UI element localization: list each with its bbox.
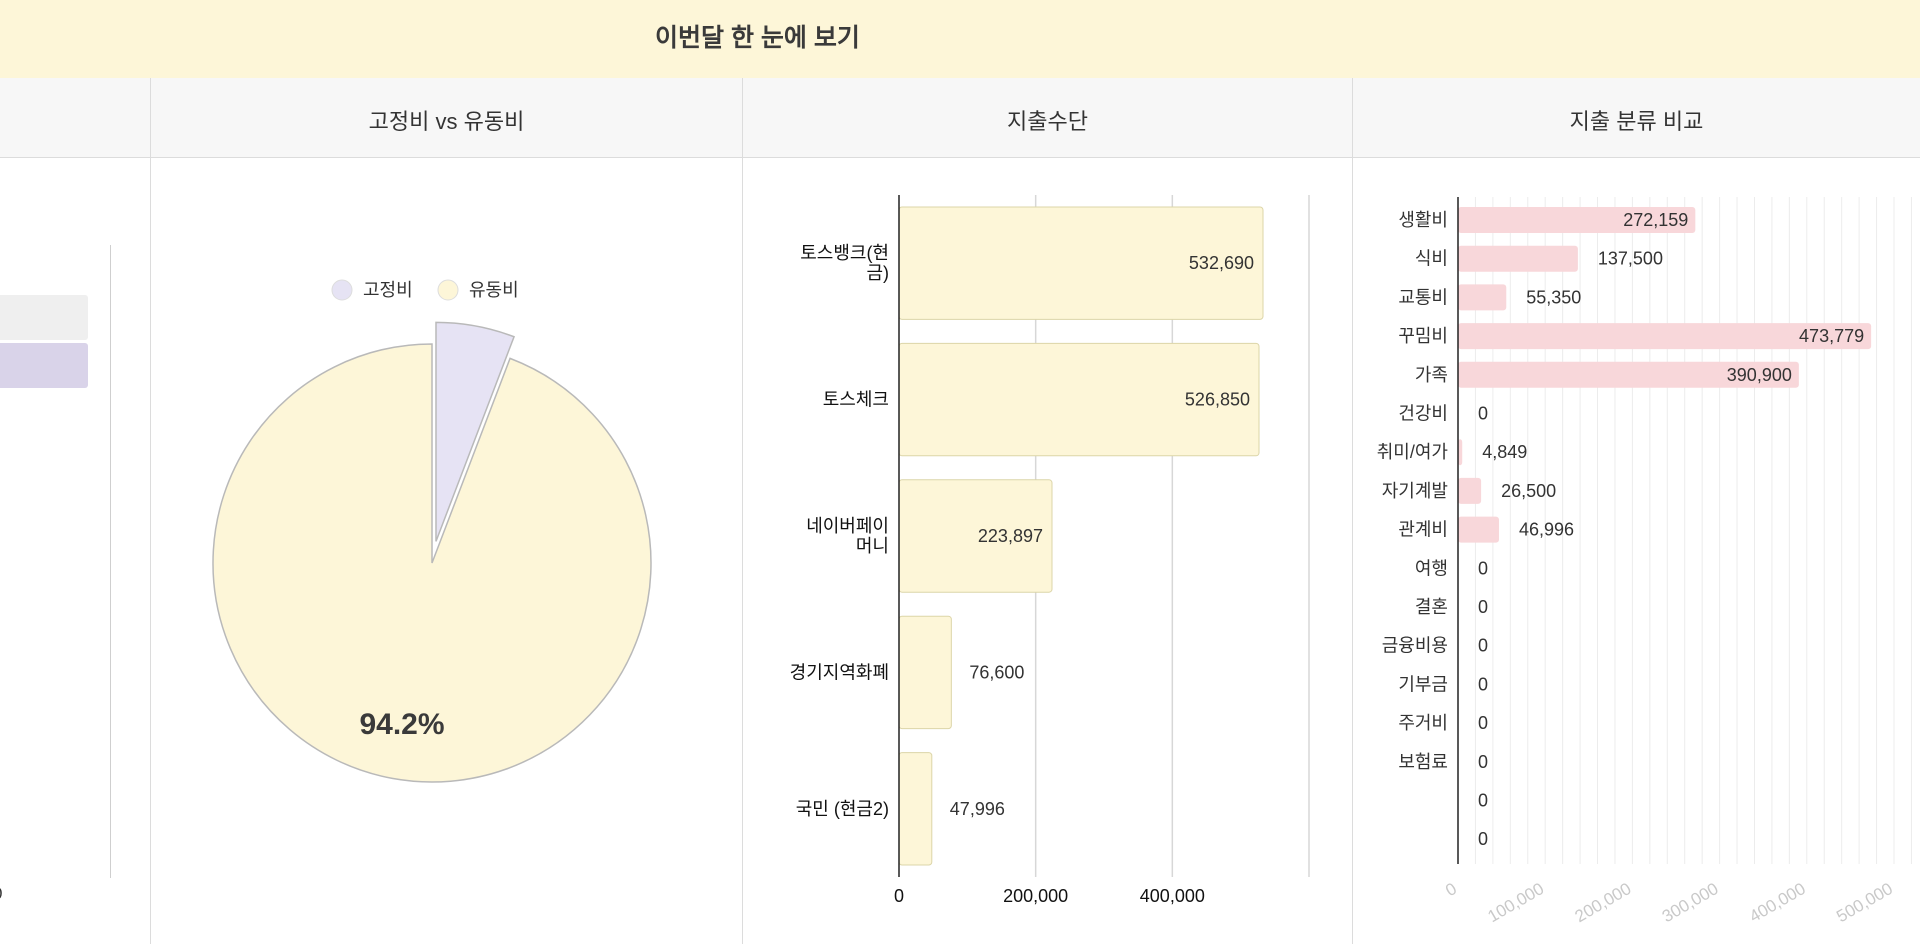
bar-value-label: 0 bbox=[1478, 636, 1488, 656]
bar-value-label: 0 bbox=[1478, 674, 1488, 694]
category-label: 토스뱅크(현 bbox=[800, 243, 889, 263]
bar bbox=[1458, 439, 1463, 466]
x-tick-label: 500,000 bbox=[1833, 879, 1896, 926]
bar-value-label: 223,897 bbox=[978, 526, 1043, 546]
column-divider bbox=[742, 78, 743, 944]
category-label: 교통비 bbox=[1398, 287, 1448, 307]
bar-value-label: 272,159 bbox=[1623, 210, 1688, 230]
bar-value-label: 47,996 bbox=[950, 799, 1005, 819]
legend-label: 유동비 bbox=[469, 280, 519, 300]
pie-data-label: 94.2% bbox=[359, 708, 444, 741]
category-label: 금) bbox=[866, 263, 889, 283]
bar-value-label: 0 bbox=[1478, 404, 1488, 424]
bar-value-label: 532,690 bbox=[1189, 253, 1254, 273]
bar-value-label: 0 bbox=[1478, 713, 1488, 733]
bar-value-label: 4,849 bbox=[1482, 442, 1527, 462]
bar bbox=[1458, 516, 1499, 543]
panel-title-fixed-vs-variable: 고정비 vs 유동비 bbox=[368, 109, 525, 134]
page-title: 이번달 한 눈에 보기 bbox=[655, 24, 860, 52]
category-label: 꾸밈비 bbox=[1398, 326, 1448, 346]
bar-value-label: 76,600 bbox=[969, 662, 1024, 682]
bar-value-label: 55,350 bbox=[1526, 287, 1581, 307]
x-tick-label: 300,000 bbox=[1659, 879, 1722, 926]
bar-value-label: 0 bbox=[1478, 752, 1488, 772]
category-label: 토스체크 bbox=[823, 390, 889, 410]
legend-marker bbox=[437, 279, 459, 301]
bar bbox=[1458, 245, 1578, 272]
bar-value-label: 0 bbox=[1478, 597, 1488, 617]
summary-banner: 이번달 한 눈에 보기 bbox=[0, 0, 1920, 78]
category-label: 자기계발 bbox=[1382, 481, 1448, 501]
column-divider bbox=[150, 78, 151, 944]
bar-value-label: 0 bbox=[1478, 829, 1488, 849]
category-label: 기부금 bbox=[1398, 674, 1448, 694]
partial-bar bbox=[0, 343, 88, 388]
bar-value-label: 473,779 bbox=[1799, 326, 1864, 346]
category-label: 가족 bbox=[1415, 365, 1448, 385]
pie-slice bbox=[212, 343, 652, 783]
category-label: 네이버페이 bbox=[806, 516, 889, 536]
category-label: 여행 bbox=[1415, 558, 1448, 578]
x-tick-label: 0 bbox=[1442, 879, 1460, 900]
category-label: 결혼 bbox=[1415, 597, 1448, 617]
x-tick-label: 200,000 bbox=[1003, 886, 1068, 906]
column-divider bbox=[1352, 78, 1353, 944]
category-label: 머니 bbox=[856, 536, 889, 556]
category-label: 금융비용 bbox=[1382, 636, 1448, 656]
panel-title-category-comparison: 지출 분류 비교 bbox=[1569, 109, 1704, 134]
bar bbox=[1458, 207, 1696, 233]
partial-axis-tick: 0 bbox=[0, 884, 2, 904]
bar-value-label: 46,996 bbox=[1519, 520, 1574, 540]
pie-slice bbox=[435, 321, 516, 542]
bar-value-label: 137,500 bbox=[1598, 249, 1663, 269]
category-label: 주거비 bbox=[1398, 713, 1448, 733]
legend-marker bbox=[331, 279, 353, 301]
partial-axis-line bbox=[110, 245, 111, 878]
x-tick-label: 200,000 bbox=[1572, 879, 1635, 926]
partial-bar bbox=[0, 295, 88, 340]
category-label: 보험료 bbox=[1398, 752, 1448, 772]
bar bbox=[1458, 361, 1799, 388]
bar-value-label: 390,900 bbox=[1727, 365, 1792, 385]
category-label: 생활비 bbox=[1398, 210, 1448, 230]
bar-value-label: 526,850 bbox=[1185, 390, 1250, 410]
left-partial-panel: 0 bbox=[0, 157, 150, 944]
bar bbox=[1458, 323, 1872, 350]
panel-title-payment-methods: 지출수단 bbox=[1007, 109, 1088, 134]
x-tick-label: 400,000 bbox=[1746, 879, 1809, 926]
x-tick-label: 400,000 bbox=[1140, 886, 1205, 906]
category-label: 국민 (현금2) bbox=[796, 799, 889, 819]
category-label: 식비 bbox=[1415, 249, 1448, 269]
category-label: 관계비 bbox=[1398, 520, 1448, 540]
category-label: 취미/여가 bbox=[1377, 442, 1448, 462]
category-label: 건강비 bbox=[1398, 404, 1448, 424]
bar bbox=[1458, 284, 1507, 311]
x-tick-label: 100,000 bbox=[1484, 879, 1547, 926]
bar-value-label: 0 bbox=[1478, 558, 1488, 578]
bar bbox=[1458, 477, 1482, 504]
bar-value-label: 26,500 bbox=[1501, 481, 1556, 501]
legend-label: 고정비 bbox=[363, 280, 413, 300]
x-tick-label: 0 bbox=[894, 886, 904, 906]
bar-value-label: 0 bbox=[1478, 791, 1488, 811]
category-label: 경기지역화폐 bbox=[790, 662, 889, 682]
panel-header-row bbox=[0, 78, 1920, 158]
